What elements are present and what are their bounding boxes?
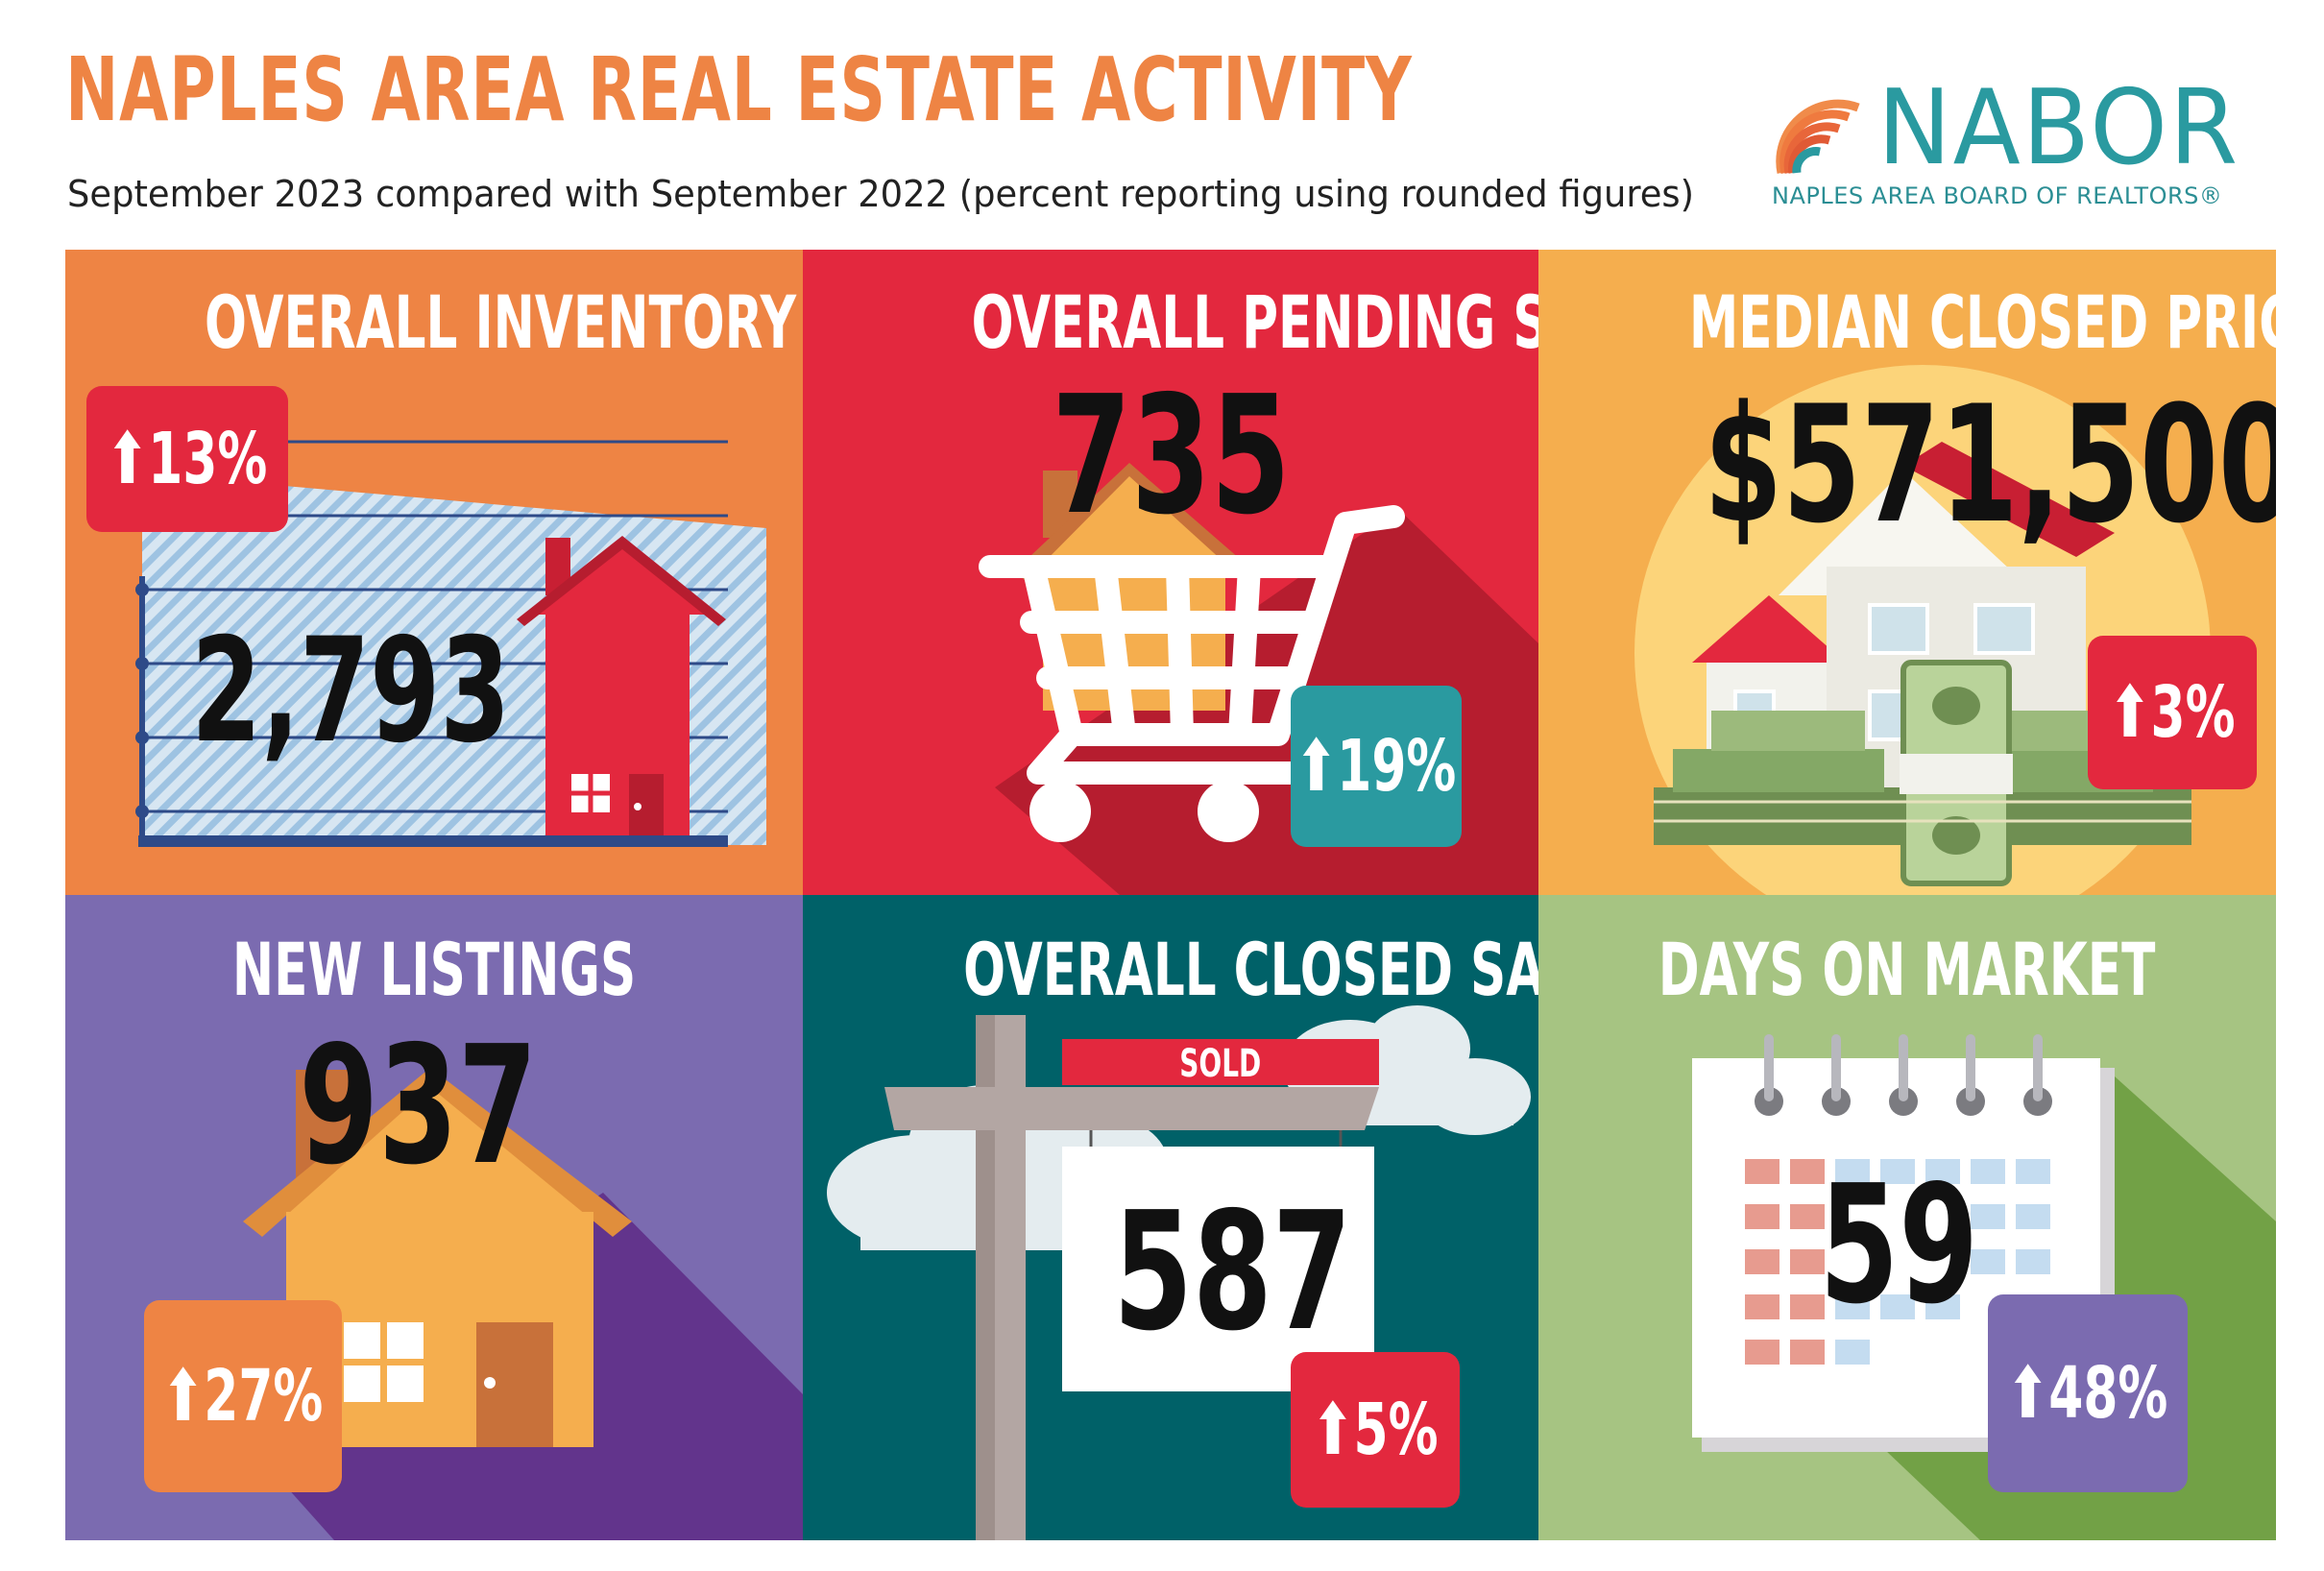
inventory-chart-illustration xyxy=(135,440,766,847)
shopping-cart-icon xyxy=(979,463,1405,842)
page-title: NAPLES AREA REAL ESTATE ACTIVITY xyxy=(65,38,1413,141)
metric-value: $571,500 xyxy=(1704,371,2276,559)
up-arrow-icon: ⬆ xyxy=(2109,671,2151,754)
panel-days-on-market: DAYS ON MARKET 59 xyxy=(1538,895,2276,1540)
house-icon xyxy=(517,536,726,835)
panel-median-closed-price: MEDIAN CLOSED PRICE xyxy=(1538,250,2276,895)
change-badge: ⬆19% xyxy=(1291,686,1462,847)
change-badge: ⬆13% xyxy=(86,386,288,532)
money-stack-icon xyxy=(1654,660,2191,886)
change-badge: ⬆27% xyxy=(144,1300,342,1492)
panel-title: DAYS ON MARKET xyxy=(1658,927,2156,1012)
panel-title: MEDIAN CLOSED PRICE xyxy=(1688,279,2276,365)
nabor-logo: NABOR NAPLES AREA BOARD OF REALTORS® xyxy=(1772,77,2252,217)
up-arrow-icon: ⬆ xyxy=(107,418,149,500)
shell-logo-icon xyxy=(1776,99,1860,174)
panel-title: OVERALL INVENTORY xyxy=(204,279,797,365)
up-arrow-icon: ⬆ xyxy=(1295,725,1338,808)
panel-title: OVERALL CLOSED SALES xyxy=(963,927,1538,1012)
metric-value: 59 xyxy=(1819,1150,1978,1341)
panel-overall-closed-sales: OVERALL CLOSED SALES SOLD 587 ⬆5% xyxy=(803,895,1538,1540)
logo-wordmark: NABOR xyxy=(1877,68,2240,188)
panel-overall-pending-sales: OVERALL PENDING SALES 735 ⬆19% xyxy=(803,250,1538,895)
up-arrow-icon: ⬆ xyxy=(2007,1352,2049,1435)
logo-tagline: NAPLES AREA BOARD OF REALTORS® xyxy=(1772,182,2223,209)
change-badge: ⬆48% xyxy=(1988,1294,2188,1492)
metric-value: 735 xyxy=(1051,361,1291,551)
sold-sign-icon xyxy=(827,1005,1531,1540)
metric-value: 587 xyxy=(1113,1177,1352,1367)
change-badge: ⬆5% xyxy=(1291,1352,1460,1508)
house-icon xyxy=(243,1068,632,1447)
panel-title: NEW LISTINGS xyxy=(231,927,637,1012)
metric-value: 2,793 xyxy=(191,608,511,775)
panel-title: OVERALL PENDING SALES xyxy=(971,279,1538,365)
up-arrow-icon: ⬆ xyxy=(1312,1389,1354,1471)
panel-overall-inventory: OVERALL INVENTORY xyxy=(65,250,803,895)
sold-label: SOLD xyxy=(1179,1042,1262,1086)
metric-value: 937 xyxy=(299,1011,538,1201)
panel-new-listings: NEW LISTINGS 937 ⬆27% xyxy=(65,895,803,1540)
house-money-illustration xyxy=(1634,365,2211,895)
up-arrow-icon: ⬆ xyxy=(162,1355,205,1438)
page-subtitle: September 2023 compared with September 2… xyxy=(67,173,1694,215)
change-badge: ⬆3% xyxy=(2088,636,2257,789)
